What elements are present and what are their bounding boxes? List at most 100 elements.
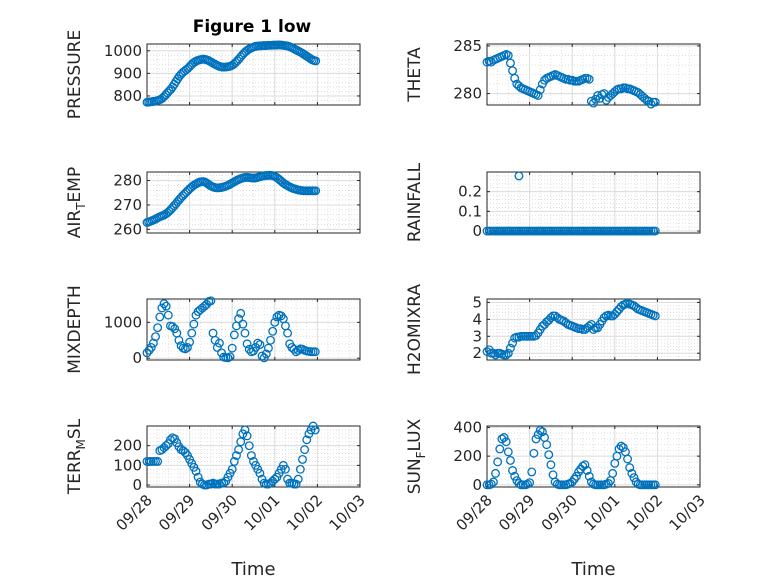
data-point: [253, 338, 263, 348]
data-point: [623, 454, 633, 464]
data-point: [236, 308, 246, 318]
data-point: [514, 478, 524, 488]
data-point: [153, 323, 163, 333]
data-point: [266, 335, 275, 345]
data-point: [310, 425, 320, 435]
data-point: [531, 434, 541, 444]
data-point: [650, 311, 660, 321]
data-point: [185, 337, 195, 347]
data-point: [584, 471, 594, 481]
data-point: [523, 479, 532, 489]
x-tick-label: 09/30: [198, 491, 241, 534]
data-point: [242, 431, 252, 441]
y-tick-label: 100: [113, 456, 142, 474]
data-point: [537, 427, 547, 437]
y-tick-label: 200: [453, 447, 482, 465]
y-tick-label: 400: [453, 418, 482, 436]
data-point: [499, 433, 509, 442]
data-point: [501, 350, 511, 360]
data-point: [246, 451, 256, 460]
y-tick-label: 270: [113, 196, 142, 214]
data-point: [261, 349, 271, 359]
y-tick-label: 280: [453, 85, 482, 103]
data-point: [582, 466, 592, 475]
data-point: [155, 312, 165, 322]
data-point: [293, 474, 303, 484]
subplot-8: 09/28 09/29 09/30 10/01 10/02 10/03 0 200 400 SUN…: [405, 418, 709, 580]
data-point: [255, 468, 265, 478]
axes-box: [146, 298, 361, 361]
data-point: [510, 471, 520, 481]
data-point: [170, 324, 180, 334]
data-point: [580, 460, 590, 470]
y-tick-label: 285: [453, 37, 482, 55]
x-tick-label: 09/28: [453, 491, 496, 534]
data-point: [493, 457, 503, 467]
x-tick-label: 09/29: [155, 491, 198, 534]
data-point: [180, 344, 190, 354]
y-tick-label: 1000: [104, 42, 142, 60]
y-tick-label: 800: [113, 87, 142, 105]
data-point: [255, 340, 265, 350]
data-point: [157, 303, 167, 313]
data-point: [527, 467, 537, 477]
data-point: [542, 440, 552, 450]
data-point: [495, 444, 505, 454]
data-point: [206, 296, 216, 306]
data-point: [283, 328, 293, 338]
data-point: [503, 348, 513, 358]
data-point: [161, 441, 171, 451]
y-tick-label: 2: [472, 344, 482, 362]
x-tick-label: 10/02: [623, 491, 666, 534]
data-point: [505, 343, 515, 353]
y-tick-label: 260: [113, 220, 142, 238]
data-point: [142, 348, 152, 358]
data-point: [589, 325, 598, 334]
data-point: [234, 445, 244, 455]
subplot-2: 280 285 THETA: [405, 37, 701, 109]
data-point: [219, 478, 229, 488]
data-point: [229, 330, 239, 340]
y-tick-label: 0: [132, 476, 142, 494]
data-point: [234, 314, 244, 324]
data-point: [533, 91, 543, 100]
data-point: [482, 347, 492, 356]
data-point: [174, 335, 184, 345]
data-point: [627, 468, 637, 478]
data-point: [191, 466, 201, 476]
subplot-1: 800 900 1000 PRESSURE: [65, 30, 361, 119]
y-tick-label: 3: [472, 327, 482, 345]
y-tick-label: 0: [132, 349, 142, 367]
data-point: [244, 441, 254, 451]
data-point: [163, 310, 173, 320]
data-point: [293, 345, 303, 355]
data-point: [486, 479, 496, 489]
data-point: [295, 464, 305, 474]
data-point: [544, 450, 554, 460]
data-point: [159, 299, 169, 309]
data-point: [238, 319, 248, 329]
data-point: [229, 456, 239, 466]
data-point: [508, 466, 518, 475]
x-tick-label: 10/03: [666, 491, 709, 534]
data-point: [193, 472, 203, 482]
y-axis-label: THETA: [405, 47, 425, 103]
axes-box: [146, 425, 361, 488]
data-point: [268, 326, 278, 336]
data-point: [270, 474, 280, 484]
data-point: [503, 447, 513, 457]
x-tick-label: 09/28: [113, 491, 156, 534]
y-tick-label: 200: [113, 437, 142, 455]
data-point: [491, 468, 500, 478]
data-point: [227, 343, 237, 353]
data-point: [227, 464, 237, 474]
axes-box: [146, 171, 361, 234]
data-point: [289, 344, 299, 354]
data-point: [488, 348, 498, 358]
x-tick-label: 10/01: [240, 491, 283, 534]
data-point: [584, 74, 594, 84]
data-point: [616, 441, 626, 451]
